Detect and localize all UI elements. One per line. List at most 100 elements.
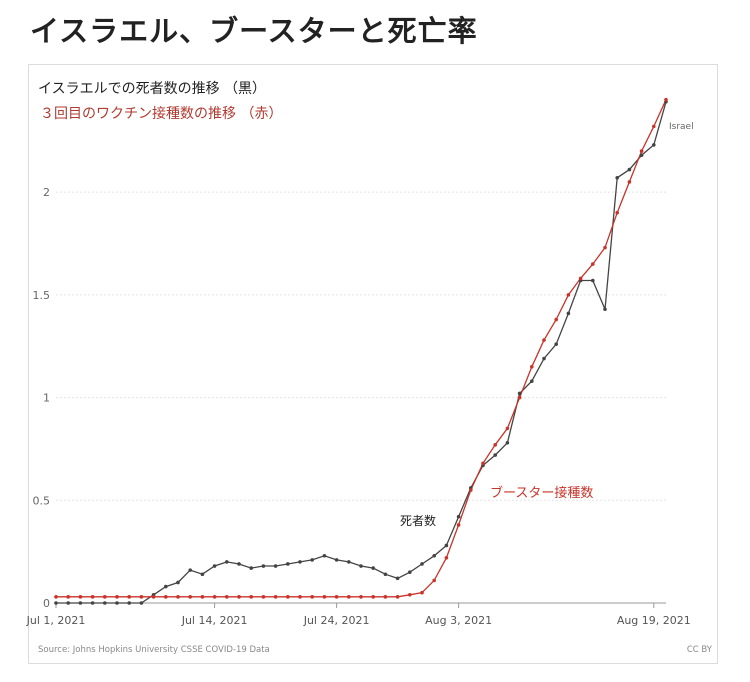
booster-point <box>286 595 290 599</box>
booster-point <box>237 595 241 599</box>
deaths-point <box>408 570 412 574</box>
booster-point <box>566 293 571 297</box>
series-points <box>54 97 668 605</box>
booster-point <box>310 595 315 599</box>
deaths-point <box>286 562 290 566</box>
chart-frame <box>28 64 718 664</box>
booster-point <box>103 595 107 599</box>
deaths-point <box>127 601 131 605</box>
chart-source: Source: Johns Hopkins University CSSE CO… <box>38 645 270 655</box>
deaths-point <box>615 175 619 180</box>
deaths-point <box>432 553 437 558</box>
booster-point <box>639 149 644 153</box>
booster-point <box>383 595 388 599</box>
booster-point <box>200 595 205 599</box>
booster-point <box>66 595 70 599</box>
booster-point <box>652 124 656 129</box>
deaths-point <box>444 543 449 548</box>
booster-point <box>151 595 156 599</box>
deaths-point <box>261 564 266 568</box>
deaths-point <box>530 379 534 383</box>
booster-point <box>225 595 229 599</box>
booster-point <box>456 523 461 527</box>
chart-subtitle-booster: ３回目のワクチン接種数の推移 （赤） <box>40 106 283 122</box>
deaths-point <box>566 311 571 316</box>
deaths-point <box>359 564 363 568</box>
booster-point <box>347 595 351 599</box>
deaths-point <box>54 601 58 605</box>
axes: 0 0.5 1 1.5 2 Jul 1, 2021 Jul 14, 2021 Jul 24, … <box>26 186 691 627</box>
x-tick-label: Aug 3, 2021 <box>425 614 492 627</box>
booster-point <box>359 595 363 599</box>
booster-point <box>542 338 546 342</box>
page-title: イスラエル、ブースターと死亡率 <box>30 14 478 48</box>
deaths-point <box>505 440 510 445</box>
x-tick-label: Jul 1, 2021 <box>26 614 86 627</box>
deaths-point <box>456 514 461 519</box>
x-tick-label: Jul 24, 2021 <box>303 614 370 627</box>
deaths-point <box>652 143 656 147</box>
deaths-point <box>103 601 107 605</box>
deaths-point <box>298 560 302 564</box>
deaths-point <box>517 391 522 396</box>
booster-point <box>554 317 558 322</box>
booster-point <box>517 395 522 400</box>
y-tick-label: 0.5 <box>33 494 51 507</box>
booster-point <box>627 180 632 184</box>
booster-point <box>90 595 95 599</box>
booster-point <box>298 595 302 599</box>
booster-point <box>420 590 424 595</box>
y-tick-label: 1.5 <box>33 289 51 302</box>
chart-subtitle-deaths: イスラエルでの死者数の推移 （黒） <box>38 81 267 97</box>
deaths-point <box>115 601 119 605</box>
booster-point <box>615 210 619 215</box>
booster-line <box>56 99 667 598</box>
deaths-point <box>176 580 180 585</box>
booster-point <box>334 595 339 599</box>
booster-point <box>54 595 58 599</box>
deaths-point <box>347 560 351 564</box>
deaths-point <box>90 601 95 605</box>
booster-point <box>261 595 266 599</box>
booster-point <box>127 595 131 599</box>
x-tick-label: Aug 19, 2021 <box>617 614 691 627</box>
deaths-point <box>66 601 70 605</box>
deaths-point <box>554 342 558 346</box>
booster-point <box>530 364 534 369</box>
deaths-annotation: 死者数 <box>400 513 436 528</box>
deaths-point <box>493 453 498 457</box>
country-annotation: Israel <box>669 122 694 132</box>
booster-point <box>444 556 449 560</box>
deaths-point <box>310 558 315 562</box>
booster-point <box>212 595 217 599</box>
deaths-point <box>383 572 388 577</box>
booster-point <box>139 595 144 599</box>
booster-point <box>481 461 485 466</box>
booster-point <box>408 592 412 597</box>
deaths-point <box>603 307 607 312</box>
deaths-point <box>322 553 327 558</box>
deaths-point <box>212 564 217 568</box>
deaths-point <box>639 153 644 157</box>
deaths-point <box>78 601 83 605</box>
deaths-point <box>164 584 168 589</box>
deaths-point <box>225 560 229 564</box>
deaths-point <box>420 562 424 566</box>
booster-point <box>432 578 437 583</box>
deaths-point <box>371 566 376 570</box>
deaths-point <box>273 564 278 568</box>
booster-point <box>322 595 327 599</box>
deaths-point <box>334 558 339 562</box>
deaths-point <box>627 167 632 172</box>
series-lines <box>56 99 667 604</box>
booster-point <box>469 488 473 492</box>
booster-point <box>603 245 607 250</box>
deaths-point <box>542 356 546 361</box>
booster-point <box>273 595 278 599</box>
deaths-point <box>188 568 192 572</box>
booster-point <box>505 426 510 431</box>
booster-point <box>164 595 168 599</box>
deaths-line <box>56 101 667 604</box>
chart-license: CC BY <box>686 645 712 655</box>
